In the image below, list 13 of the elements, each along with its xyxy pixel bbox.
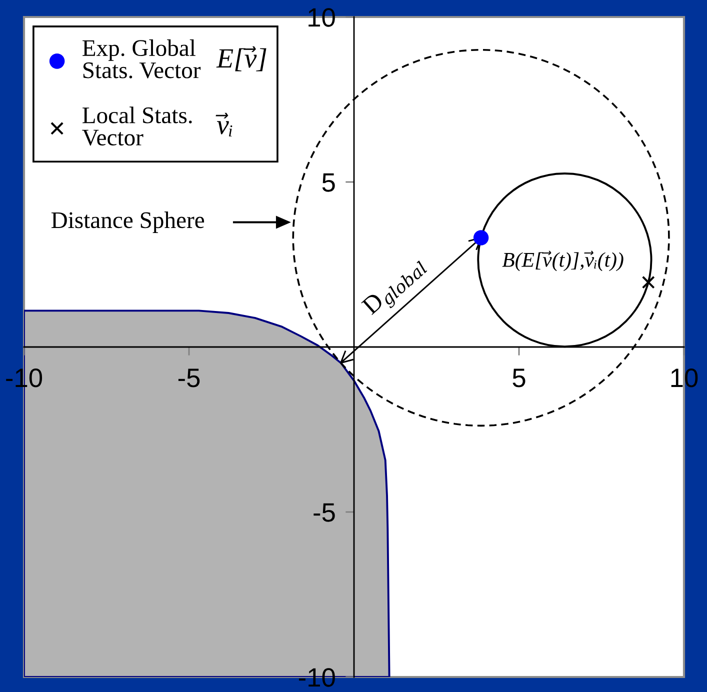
- x-tick-label: 10: [671, 368, 698, 388]
- y-tick-label: 5: [322, 173, 335, 192]
- annotation: v⃗ᵢ: [216, 112, 232, 136]
- x-tick-label: -10: [6, 368, 42, 388]
- annotation: Distance Sphere: [51, 212, 204, 233]
- x-tick-label: 5: [512, 368, 526, 388]
- y-tick-label: -5: [314, 503, 335, 522]
- x-tick-label: -5: [178, 368, 200, 388]
- annotation: D$_{global}$: [361, 255, 431, 321]
- annotation: B(E[v⃗(t)],v⃗ᵢ(t)): [502, 250, 624, 272]
- legend-label: Local Stats. Vector: [82, 106, 192, 146]
- annotation: E[v⃗]: [216, 46, 266, 72]
- legend-label: Exp. Global Stats. Vector: [82, 39, 201, 78]
